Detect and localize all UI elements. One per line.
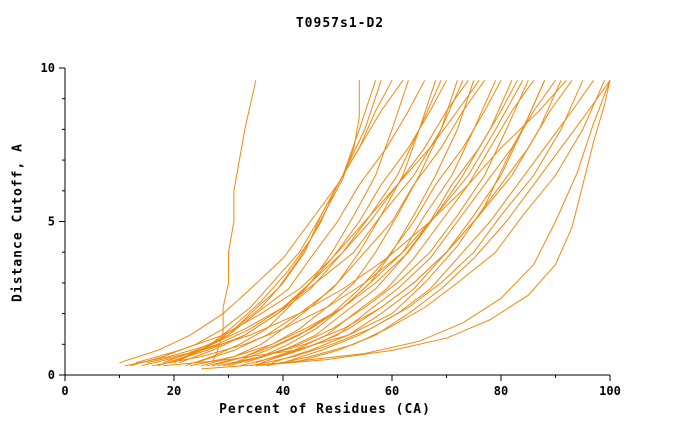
y-tick-label: 10 [41,61,55,75]
x-axis-title: Percent of Residues (CA) [219,402,431,417]
model-curve [244,80,518,364]
model-curve [222,80,529,367]
model-curve [282,80,595,364]
model-curve [157,80,377,367]
y-tick-label: 5 [48,215,55,229]
model-curve [261,80,556,364]
model-curve [293,80,611,364]
model-curve [162,80,426,364]
model-curve [168,80,469,364]
model-curve [163,80,546,367]
model-curve [266,80,605,367]
model-curve [173,80,393,364]
model-curve [206,80,497,367]
model-curve [212,80,458,367]
model-curve [152,80,524,367]
model-curve [190,80,513,367]
model-curve [124,80,464,367]
model-curve [135,80,480,364]
model-curve [217,80,562,367]
x-tick-label: 80 [494,384,508,398]
model-curve [255,80,611,367]
model-curve [179,80,447,364]
x-tick-label: 20 [167,384,181,398]
model-curve [201,80,611,370]
model-curve [271,80,573,364]
model-curve [119,80,404,364]
y-tick-label: 0 [48,368,55,382]
x-tick-label: 0 [61,384,68,398]
x-tick-label: 40 [276,384,290,398]
model-curve [173,80,360,364]
x-tick-label: 100 [599,384,621,398]
model-curve [228,80,475,367]
chart-title: T0957s1-D2 [295,16,385,31]
model-curve [146,79,567,364]
x-tick-label: 60 [385,384,399,398]
model-curve [250,80,584,367]
